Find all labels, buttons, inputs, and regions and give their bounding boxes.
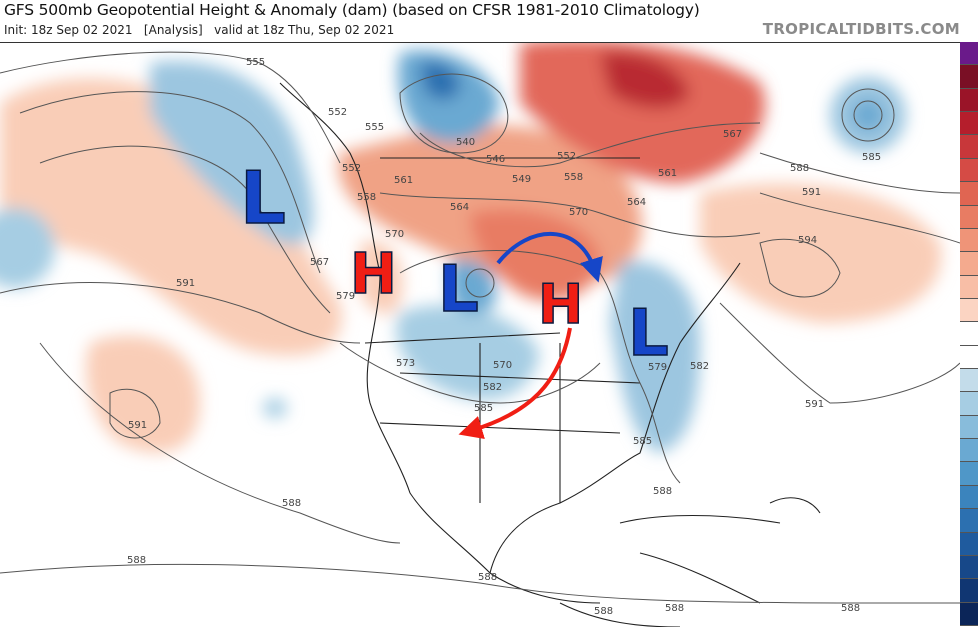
contour-label: 555 [246,57,265,68]
contour-label: 585 [474,403,493,414]
colorbar-swatch [960,392,978,416]
colorbar-swatch [960,532,978,556]
contour-label: 579 [648,362,667,373]
low-pressure-marker: L [628,297,669,371]
contour-label: 564 [450,202,469,213]
colorbar-swatch [960,205,978,229]
map-title: GFS 500mb Geopotential Height & Anomaly … [4,1,700,19]
contour-label: 588 [127,555,146,566]
colorbar-swatch [960,158,978,183]
blue-flow-arrow [496,231,603,283]
contour-label: 591 [176,278,195,289]
colorbar-swatch [960,42,978,66]
contour-label: 588 [790,163,809,174]
contour-label: 558 [357,192,376,203]
anomaly-shading [0,43,942,453]
colorbar-swatch [960,485,978,510]
contour-label: 549 [512,174,531,185]
anomaly-colorbar [960,42,978,626]
pressure-system-markers: LH L H L [239,155,669,372]
brand-watermark: TROPICALTIDBITS.COM [762,20,960,38]
low-pressure-marker: L [438,253,479,327]
contour-label: 582 [483,382,502,393]
colorbar-swatch [960,298,978,323]
contour-label: 582 [690,361,709,372]
contour-label: 552 [557,151,576,162]
contour-label: 558 [564,172,583,183]
contour-label: 588 [594,606,613,617]
high-pressure-marker: H [538,273,583,336]
contour-label: 573 [396,358,415,369]
contour-label: 567 [723,129,742,140]
colorbar-swatch [960,509,978,533]
colorbar-swatch [960,65,978,89]
contour-labels: 555 552 555 552 558 561 564 570 567 579 591 573 570 5… [127,57,881,617]
colorbar-swatch [960,135,978,159]
contour-label: 546 [486,154,505,165]
colorbar-swatch [960,228,978,253]
colorbar-swatch [960,369,978,393]
colorbar-swatch [960,182,978,206]
contour-label: 561 [658,168,677,179]
colorbar-swatch [960,275,978,299]
height-anomaly-map: 555 552 555 552 558 561 564 570 567 579 591 573 570 5… [0,42,960,627]
colorbar-swatch [960,602,978,626]
colorbar-swatch [960,88,978,113]
contour-label: 567 [310,257,329,268]
colorbar-swatch [960,555,978,580]
contour-label: 552 [328,107,347,118]
colorbar-swatch [960,439,978,463]
contour-label: 552 [342,163,361,174]
colorbar-swatch [960,345,978,370]
contour-label: 588 [282,498,301,509]
colorbar-swatch [960,322,978,346]
contour-label: 540 [456,137,475,148]
colorbar-swatch [960,462,978,486]
contour-label: 561 [394,175,413,186]
high-pressure-marker: H [350,242,397,307]
contour-label: 579 [336,291,355,302]
contour-label: 588 [478,572,497,583]
low-pressure-marker: L [240,156,286,240]
contour-label: 594 [798,235,817,246]
colorbar-swatch [960,252,978,276]
contour-label: 588 [841,603,860,614]
contour-label: 591 [128,420,147,431]
contour-label: 585 [862,152,881,163]
colorbar-swatch [960,112,978,136]
map-init-valid-time: Init: 18z Sep 02 2021 [Analysis] valid a… [4,23,395,37]
contour-label: 570 [493,360,512,371]
contour-label: 588 [665,603,684,614]
contour-label: 588 [653,486,672,497]
contour-label: 591 [802,187,821,198]
height-contours [0,51,960,604]
red-flow-arrow [458,327,572,440]
contour-label: 585 [633,436,652,447]
contour-label: 591 [805,399,824,410]
contour-label: 564 [627,197,646,208]
colorbar-swatch [960,415,978,440]
colorbar-swatch [960,579,978,603]
contour-label: 555 [365,122,384,133]
contour-label: 570 [569,207,588,218]
contour-label: 570 [385,229,404,240]
